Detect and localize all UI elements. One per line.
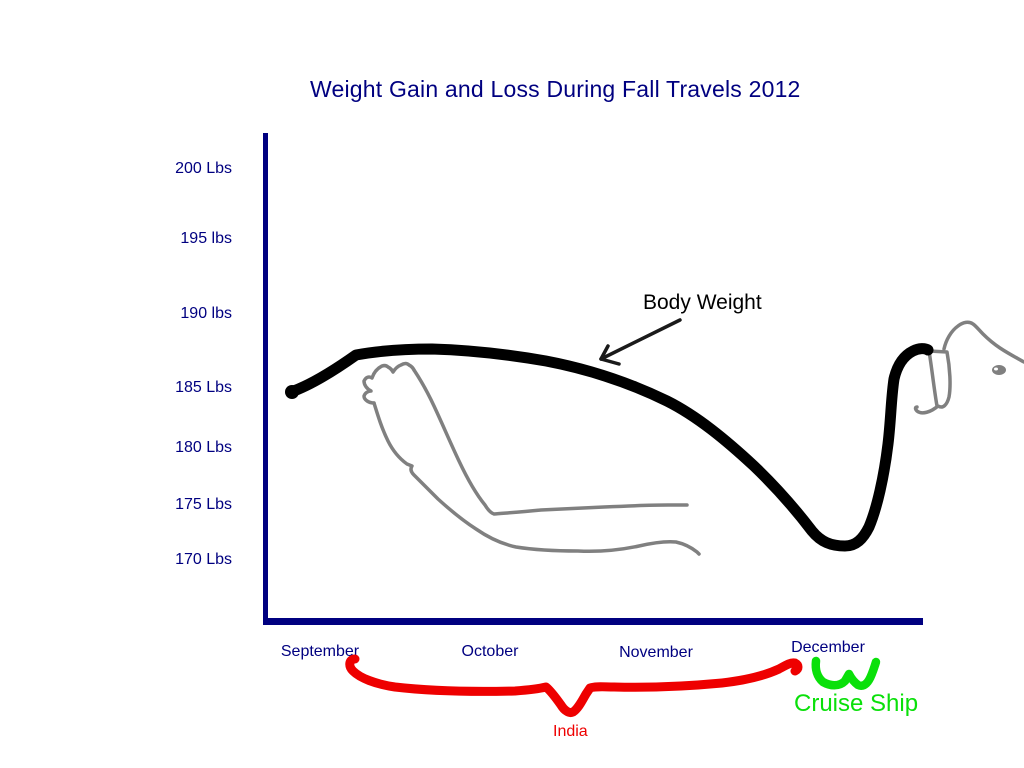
arm-outer-edge	[372, 401, 701, 556]
chart-title: Weight Gain and Loss During Fall Travels…	[310, 76, 801, 102]
body-weight-arrow-icon	[599, 318, 682, 366]
body-weight-line	[285, 343, 934, 552]
cruise-ship-brace	[811, 656, 881, 690]
y-tick-190: 190 lbs	[180, 305, 232, 322]
arm-inner-edge	[412, 368, 689, 516]
mouth-flap	[913, 349, 952, 415]
india-brace	[345, 654, 803, 717]
line-stroke	[285, 343, 934, 552]
x-tick-december: December	[791, 639, 865, 656]
y-tick-195: 195 lbs	[180, 230, 232, 247]
x-tick-september: September	[280, 643, 360, 660]
y-tick-180: 180 Lbs	[175, 439, 232, 456]
y-axis-line	[263, 133, 268, 625]
x-axis-line	[263, 618, 923, 625]
y-tick-170: 170 Lbs	[175, 551, 232, 568]
y-tick-175: 175 Lbs	[175, 496, 232, 513]
eye-icon	[992, 365, 1006, 375]
eye-highlight	[994, 367, 998, 371]
india-label: India	[553, 723, 588, 740]
x-tick-october: October	[461, 643, 519, 660]
animal-head-doodle	[913, 320, 1024, 415]
body-weight-label: Body Weight	[643, 291, 762, 314]
x-tick-november: November	[619, 644, 693, 661]
arm-doodle	[362, 361, 701, 556]
head-outline	[942, 320, 1024, 364]
arm-hand-outline	[362, 361, 416, 405]
cruise-ship-label: Cruise Ship	[794, 690, 919, 717]
y-tick-200: 200 Lbs	[175, 160, 232, 177]
y-tick-185: 185 Lbs	[175, 379, 232, 396]
